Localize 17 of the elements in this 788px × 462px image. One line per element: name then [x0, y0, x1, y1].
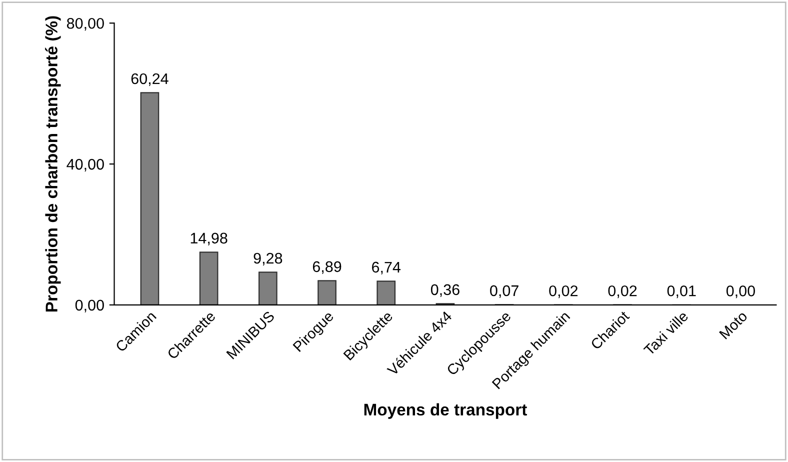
x-axis-title: Moyens de transport — [364, 403, 527, 419]
y-tick-label: 40,00 — [66, 158, 104, 172]
data-label: 0,02 — [549, 285, 578, 298]
data-label: 9,28 — [254, 252, 282, 266]
y-axis-title: Proportion de charbon transporté (%) — [45, 16, 61, 312]
data-label: 14,98 — [190, 232, 228, 246]
data-label: 0,36 — [430, 284, 460, 297]
data-label: 0,02 — [608, 285, 637, 298]
y-tick-label: 80,00 — [66, 18, 104, 31]
y-tick-label: 0,00 — [75, 300, 104, 312]
data-label: 0,00 — [726, 286, 755, 298]
data-label: 6,89 — [312, 261, 342, 274]
data-label: 0,01 — [667, 285, 696, 298]
data-label: 0,07 — [490, 285, 518, 298]
data-label: 6,74 — [372, 262, 401, 274]
x-tick-label: Taxi ville — [642, 310, 689, 356]
data-label: 60,24 — [131, 73, 168, 86]
